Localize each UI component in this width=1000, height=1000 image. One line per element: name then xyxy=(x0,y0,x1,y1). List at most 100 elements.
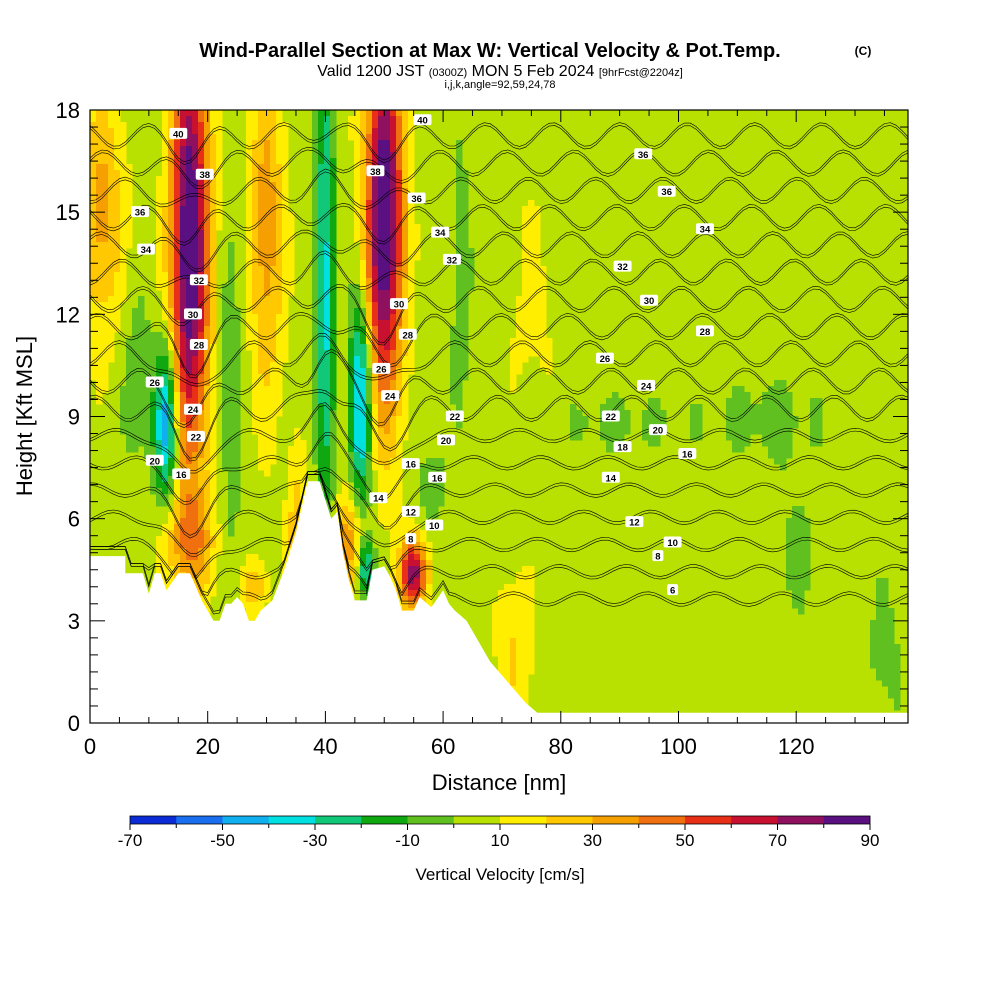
velocity-cell xyxy=(162,476,169,483)
velocity-cell xyxy=(882,650,889,657)
velocity-cell xyxy=(606,440,613,447)
velocity-cell xyxy=(384,464,391,471)
velocity-cell xyxy=(276,194,283,201)
velocity-cell xyxy=(576,416,583,423)
velocity-cell xyxy=(258,296,265,303)
velocity-cell xyxy=(234,320,241,327)
velocity-cell xyxy=(198,560,205,567)
velocity-cell xyxy=(210,572,217,579)
velocity-cell xyxy=(366,428,373,435)
velocity-cell xyxy=(96,248,103,255)
velocity-cell xyxy=(132,344,139,351)
velocity-cell xyxy=(192,176,199,183)
velocity-cell xyxy=(408,116,415,123)
velocity-cell xyxy=(96,260,103,267)
velocity-cell xyxy=(318,152,325,159)
velocity-cell xyxy=(192,212,199,219)
velocity-cell xyxy=(210,560,217,567)
velocity-cell xyxy=(402,224,409,231)
velocity-cell xyxy=(360,188,367,195)
velocity-cell xyxy=(168,110,175,117)
velocity-cell xyxy=(180,266,187,273)
theta-label: 34 xyxy=(431,226,450,239)
velocity-cell xyxy=(192,170,199,177)
velocity-cell xyxy=(162,500,169,507)
velocity-cell xyxy=(420,584,427,591)
velocity-cell xyxy=(318,146,325,153)
velocity-cell xyxy=(162,284,169,291)
velocity-cell xyxy=(894,674,901,681)
velocity-cell xyxy=(168,188,175,195)
velocity-cell xyxy=(198,146,205,153)
velocity-cell xyxy=(198,470,205,477)
velocity-cell xyxy=(378,128,385,135)
velocity-cell xyxy=(270,302,277,309)
velocity-cell xyxy=(372,248,379,255)
velocity-cell xyxy=(276,152,283,159)
velocity-cell xyxy=(456,146,463,153)
velocity-cell xyxy=(390,548,397,555)
velocity-cell xyxy=(210,152,217,159)
velocity-cell xyxy=(174,524,181,531)
velocity-cell xyxy=(432,488,439,495)
velocity-cell xyxy=(456,350,463,357)
velocity-cell xyxy=(174,422,181,429)
velocity-cell xyxy=(390,224,397,231)
velocity-cell xyxy=(282,128,289,135)
velocity-cell xyxy=(462,344,469,351)
velocity-cell xyxy=(810,398,817,405)
velocity-cell xyxy=(780,422,787,429)
velocity-cell xyxy=(354,182,361,189)
velocity-cell xyxy=(174,272,181,279)
velocity-cell xyxy=(330,416,337,423)
velocity-cell xyxy=(258,176,265,183)
velocity-cell xyxy=(492,602,499,609)
velocity-cell xyxy=(300,482,307,489)
velocity-cell xyxy=(228,404,235,411)
velocity-cell xyxy=(774,416,781,423)
velocity-cell xyxy=(354,560,361,567)
velocity-cell xyxy=(648,410,655,417)
velocity-cell xyxy=(252,590,259,597)
velocity-cell xyxy=(258,350,265,357)
velocity-cell xyxy=(258,182,265,189)
velocity-cell xyxy=(246,206,253,213)
velocity-cell xyxy=(360,428,367,435)
velocity-cell xyxy=(360,362,367,369)
velocity-cell xyxy=(462,182,469,189)
velocity-cell xyxy=(210,368,217,375)
velocity-cell xyxy=(366,140,373,147)
velocity-cell xyxy=(372,116,379,123)
velocity-cell xyxy=(138,302,145,309)
colorbar-tick-label: 30 xyxy=(583,831,602,850)
velocity-cell xyxy=(102,386,109,393)
velocity-cell xyxy=(498,656,505,663)
velocity-cell xyxy=(546,368,553,375)
velocity-cell xyxy=(180,500,187,507)
velocity-cell xyxy=(96,236,103,243)
velocity-cell xyxy=(126,188,133,195)
velocity-cell xyxy=(246,272,253,279)
velocity-cell xyxy=(732,428,739,435)
velocity-cell xyxy=(132,338,139,345)
velocity-cell xyxy=(90,230,97,237)
velocity-cell xyxy=(438,500,445,507)
velocity-cell xyxy=(174,152,181,159)
velocity-cell xyxy=(516,662,523,669)
velocity-cell xyxy=(348,476,355,483)
svg-text:36: 36 xyxy=(135,208,146,219)
velocity-cell xyxy=(276,182,283,189)
colorbar-swatch xyxy=(685,816,732,824)
velocity-cell xyxy=(312,224,319,231)
velocity-cell xyxy=(108,290,115,297)
velocity-cell xyxy=(360,566,367,573)
velocity-cell xyxy=(390,128,397,135)
velocity-cell xyxy=(246,284,253,291)
velocity-cell xyxy=(252,566,259,573)
velocity-cell xyxy=(108,158,115,165)
velocity-cell xyxy=(882,632,889,639)
theta-contour-line xyxy=(89,168,909,207)
velocity-cell xyxy=(258,212,265,219)
velocity-cell xyxy=(168,236,175,243)
velocity-cell xyxy=(312,254,319,261)
